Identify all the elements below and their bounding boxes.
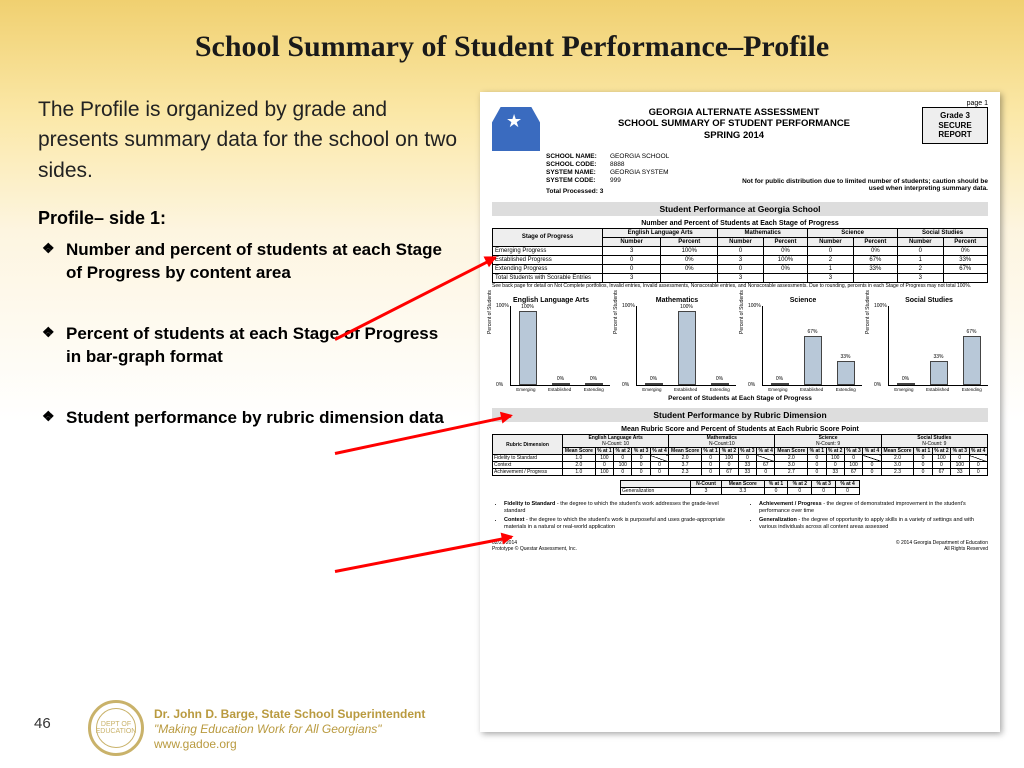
left-column: The Profile is organized by grade and pr… (38, 95, 458, 468)
bullet-item: Number and percent of students at each S… (38, 239, 458, 285)
grade-label: Grade 3 (927, 111, 983, 121)
footer-text: Dr. John D. Barge, State School Superint… (154, 707, 425, 752)
meta-val: GEORGIA SCHOOL (610, 153, 669, 160)
bar-chart: Social StudiesPercent of Students100%0%0… (870, 297, 988, 392)
generalization-table: N-CountMean Score% at 1% at 2% at 3% at … (620, 480, 860, 495)
section-bar-1: Student Performance at Georgia School (492, 202, 988, 216)
footer-copyright: © 2014 Georgia Department of Education (896, 540, 988, 546)
footer-name: Dr. John D. Barge, State School Superint… (154, 707, 425, 722)
charts-row: English Language ArtsPercent of Students… (492, 297, 988, 392)
doc-title-3: SPRING 2014 (546, 130, 922, 141)
meta-val: 8888 (610, 161, 624, 168)
bar-chart: SciencePercent of Students100%0%0%67%33%… (744, 297, 862, 392)
rubric-caption: Mean Rubric Score and Percent of Student… (492, 426, 988, 433)
intro-text: The Profile is organized by grade and pr… (38, 95, 458, 186)
footer-rights: All Rights Reserved (896, 546, 988, 552)
doc-title-1: GEORGIA ALTERNATE ASSESSMENT (546, 107, 922, 118)
bullet-item: Student performance by rubric dimension … (38, 407, 458, 430)
rubric-table: Rubric DimensionEnglish Language ArtsN-C… (492, 434, 988, 476)
gaa-logo (492, 107, 540, 151)
bullet-item: Percent of students at each Stage of Pro… (38, 323, 458, 369)
doc-footer: 02/27/2014 Prototype © Questar Assessmen… (492, 540, 988, 552)
grade-box: Grade 3 SECURE REPORT (922, 107, 988, 144)
secure-report-label: SECURE REPORT (927, 121, 983, 140)
progress-table: Stage of ProgressEnglish Language ArtsMa… (492, 228, 988, 283)
doc-title-2: SCHOOL SUMMARY OF STUDENT PERFORMANCE (546, 118, 922, 129)
charts-caption: Percent of Students at Each Stage of Pro… (492, 395, 988, 402)
report-document: page 1 GEORGIA ALTERNATE ASSESSMENT SCHO… (480, 92, 1000, 732)
slide-title: School Summary of Student Performance–Pr… (0, 0, 1024, 82)
dept-seal-icon: DEPT OFEDUCATION (88, 700, 144, 756)
definition-item: Fidelity to Standard - the degree to whi… (504, 501, 733, 514)
side1-label: Profile– side 1: (38, 208, 458, 229)
defs-left: Fidelity to Standard - the degree to whi… (492, 501, 733, 533)
meta-lbl: SCHOOL NAME: (546, 153, 610, 161)
meta-lbl: SCHOOL CODE: (546, 161, 610, 169)
footer-prototype: Prototype © Questar Assessment, Inc. (492, 546, 577, 552)
definition-item: Achievement / Progress - the degree of d… (759, 501, 988, 514)
bar-chart: MathematicsPercent of Students100%0%0%10… (618, 297, 736, 392)
definition-item: Generalization - the degree of opportuni… (759, 517, 988, 530)
definitions: Fidelity to Standard - the degree to whi… (492, 501, 988, 533)
slide-number: 46 (34, 715, 51, 732)
meta-lbl: SYSTEM NAME: (546, 169, 610, 177)
bullet-list: Number and percent of students at each S… (38, 239, 458, 430)
defs-right: Achievement / Progress - the degree of d… (747, 501, 988, 533)
bar-chart: English Language ArtsPercent of Students… (492, 297, 610, 392)
definition-item: Context - the degree to which the studen… (504, 517, 733, 530)
doc-title-block: GEORGIA ALTERNATE ASSESSMENT SCHOOL SUMM… (546, 107, 922, 141)
distribution-warning: Not for public distribution due to limit… (738, 178, 988, 192)
section-bar-2: Student Performance by Rubric Dimension (492, 408, 988, 422)
meta-val: 999 (610, 177, 621, 184)
page-number-label: page 1 (492, 100, 988, 107)
table1-note: See back page for detail on Not Complete… (492, 284, 988, 290)
meta-lbl: SYSTEM CODE: (546, 177, 610, 185)
meta-val: GEORGIA SYSTEM (610, 169, 669, 176)
footer-motto: "Making Education Work for All Georgians… (154, 722, 425, 737)
footer-url: www.gadoe.org (154, 737, 425, 752)
table1-caption: Number and Percent of Students at Each S… (492, 220, 988, 227)
